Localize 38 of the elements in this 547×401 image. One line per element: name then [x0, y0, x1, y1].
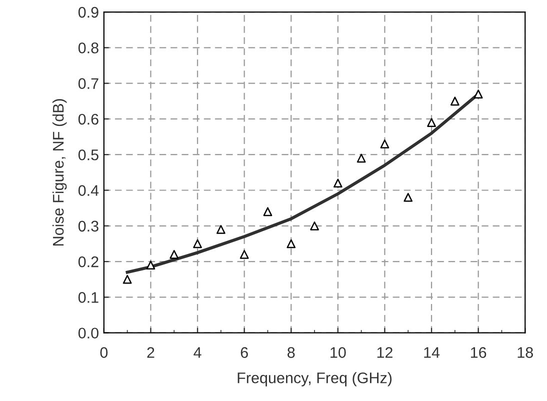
- x-tick-label: 2: [147, 347, 154, 358]
- point: [170, 250, 179, 259]
- x-tick-label: 16: [470, 347, 486, 358]
- y-tick-label: 0.1: [78, 292, 98, 303]
- y-tick-label: 0.8: [78, 42, 98, 54]
- x-tick-label: 14: [424, 347, 440, 358]
- point: [427, 118, 436, 127]
- point: [310, 221, 319, 230]
- y-tick-label: 0.7: [78, 78, 98, 90]
- point: [122, 274, 132, 284]
- y-tick-label: 0.2: [78, 256, 98, 268]
- x-tick-label: 6: [240, 347, 248, 358]
- x-axis-title: Frequency, Freq (GHz): [238, 372, 392, 386]
- point: [216, 225, 226, 234]
- point: [380, 139, 390, 148]
- point: [333, 178, 342, 188]
- x-tick-label: 10: [330, 347, 346, 358]
- y-tick-label: 0.3: [78, 220, 98, 232]
- x-tick-label: 0: [100, 347, 108, 358]
- x-tick-label: 8: [288, 347, 295, 358]
- point: [286, 239, 296, 248]
- point: [356, 154, 366, 163]
- point: [146, 260, 156, 270]
- y-tick-label: 0.6: [78, 114, 98, 125]
- y-tick-label: 0.0: [78, 328, 98, 339]
- point: [263, 207, 272, 216]
- y-tick-label: 0.5: [78, 149, 98, 160]
- point: [404, 192, 413, 202]
- x-tick-label: 12: [377, 347, 392, 358]
- x-tick-label: 18: [518, 347, 533, 358]
- point: [240, 250, 249, 259]
- y-axis-title: Noise Figure, NF (dB): [52, 99, 67, 246]
- point: [474, 90, 483, 98]
- y-tick-label: 0.4: [78, 185, 99, 196]
- x-tick-label: 4: [194, 347, 202, 358]
- point: [193, 239, 202, 248]
- y-tick-label: 0.9: [78, 6, 98, 18]
- point: [450, 96, 460, 106]
